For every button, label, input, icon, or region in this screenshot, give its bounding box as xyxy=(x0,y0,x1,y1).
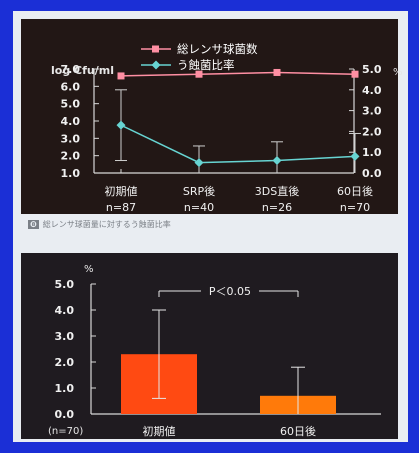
y-axis-label-left: log Cfu/ml xyxy=(51,64,114,77)
right-y-tick-label: 5.0 xyxy=(362,63,382,76)
right-y-tick-label: 3.0 xyxy=(362,105,382,118)
bar-chart-svg: 0.0 1.0 2.0 3.0 4.0 5.0 初期値 60日後 P＜0.05 xyxy=(55,278,381,438)
legend: 総レンサ球菌数 う蝕菌比率 xyxy=(141,41,258,73)
figure-caption-text: 総レンサ球菌量に対するう蝕菌比率 xyxy=(42,220,171,229)
bar-y-axis-label: % xyxy=(84,264,94,275)
legend-swatch-pink xyxy=(141,45,171,53)
y-tick-label: 4.0 xyxy=(55,304,75,317)
sample-size-label: n=26 xyxy=(262,201,292,214)
data-point-total-streptococci xyxy=(351,70,359,78)
sample-size-note: (n=70) xyxy=(48,426,84,437)
y-tick-label: 0.0 xyxy=(55,408,75,421)
x-tick-label: 初期値 xyxy=(105,184,138,198)
sample-size-label: n=87 xyxy=(106,201,136,214)
data-point-caries-ratio xyxy=(350,151,360,161)
data-point-caries-ratio xyxy=(194,158,204,168)
data-point-total-streptococci xyxy=(117,72,125,80)
legend-label-caries-ratio: う蝕菌比率 xyxy=(177,58,235,72)
y-axis-label-right: % xyxy=(393,67,403,78)
data-point-total-streptococci xyxy=(195,70,203,78)
legend-label-total-streptococci: 総レンサ球菌数 xyxy=(177,42,258,56)
sample-size-label: n=40 xyxy=(184,201,214,214)
y-tick-label: 2.0 xyxy=(55,356,75,369)
legend-swatch-cyan xyxy=(141,60,171,70)
y-tick-label: 3.0 xyxy=(55,330,75,343)
left-y-tick-label: 2.0 xyxy=(61,150,81,163)
x-tick-label: SRP後 xyxy=(183,184,215,198)
x-tick-label: 60日後 xyxy=(280,424,316,438)
data-point-caries-ratio xyxy=(272,156,282,166)
left-y-tick-label: 5.0 xyxy=(61,98,81,111)
left-y-tick-label: 3.0 xyxy=(61,132,81,145)
left-y-tick-label: 7.0 xyxy=(61,63,81,76)
figure-number: ❽ xyxy=(28,220,39,229)
series-line-total-streptococci xyxy=(120,71,356,77)
right-y-tick-label: 4.0 xyxy=(362,84,382,97)
left-y-tick-label: 4.0 xyxy=(61,115,81,128)
figure-caption: ❽ 総レンサ球菌量に対するう蝕菌比率 xyxy=(28,219,171,230)
right-y-tick-label: 0.0 xyxy=(362,167,382,180)
y-tick-label: 5.0 xyxy=(55,278,75,291)
x-tick-label: 初期値 xyxy=(143,424,176,438)
data-point-total-streptococci xyxy=(273,68,281,76)
series-line-caries-ratio xyxy=(120,124,356,164)
line-chart-panel: 1.0 2.0 3.0 4.0 5.0 6.0 7.0 0.0 1.0 2.0 3.0 4.0 5.0 初… xyxy=(21,19,403,214)
line-chart-svg: 1.0 2.0 3.0 4.0 5.0 6.0 7.0 0.0 1.0 2.0 3.0 4.0 5.0 初… xyxy=(61,63,382,214)
y-tick-label: 1.0 xyxy=(55,382,75,395)
bar-chart-panel: 0.0 1.0 2.0 3.0 4.0 5.0 初期値 60日後 P＜0.05 xyxy=(21,253,398,439)
right-y-tick-label: 2.0 xyxy=(362,125,382,138)
left-y-tick-label: 6.0 xyxy=(61,80,81,93)
right-y-tick-label: 1.0 xyxy=(362,146,382,159)
x-tick-label: 3DS直後 xyxy=(255,184,299,198)
left-y-tick-label: 1.0 xyxy=(61,167,81,180)
legend-item-total-streptococci: 総レンサ球菌数 xyxy=(141,41,258,57)
x-tick-label: 60日後 xyxy=(337,184,373,198)
data-point-caries-ratio xyxy=(116,120,126,130)
legend-item-caries-ratio: う蝕菌比率 xyxy=(141,57,258,73)
significance-annotation: P＜0.05 xyxy=(209,285,251,298)
sample-size-label: n=70 xyxy=(340,201,370,214)
